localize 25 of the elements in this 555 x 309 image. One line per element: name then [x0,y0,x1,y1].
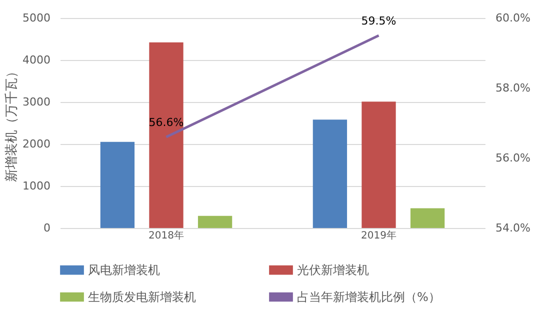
y2-tick-label: 56.0% [496,152,530,164]
data-label: 56.6% [148,116,184,129]
bar [100,142,135,228]
y-tick-label: 2000 [22,138,50,150]
bar [198,216,232,228]
legend-label: 生物质发电新增装机 [88,290,196,304]
bar [149,42,184,228]
y-tick-label: 3000 [22,96,50,108]
y-tick-label: 0 [44,222,50,234]
y-tick-label: 5000 [22,12,50,24]
legend-label: 风电新增装机 [88,263,160,278]
y2-tick-label: 58.0% [496,82,530,94]
x-tick-label: 2019年 [361,230,396,242]
y2-tick-label: 54.0% [496,222,530,234]
legend-label: 光伏新增装机 [297,263,369,278]
bar [312,120,348,228]
legend-label: 占当年新增装机比例（%） [297,290,440,304]
x-tick-label: 2018年 [148,230,184,242]
bar [410,208,445,228]
bar [362,102,396,228]
y-tick-label: 1000 [22,180,50,192]
y-axis-title: 新增装机（万千瓦） [4,65,20,182]
y-tick-label: 4000 [22,54,50,66]
y2-tick-label: 60.0% [496,12,530,24]
data-label: 59.5% [361,14,396,28]
